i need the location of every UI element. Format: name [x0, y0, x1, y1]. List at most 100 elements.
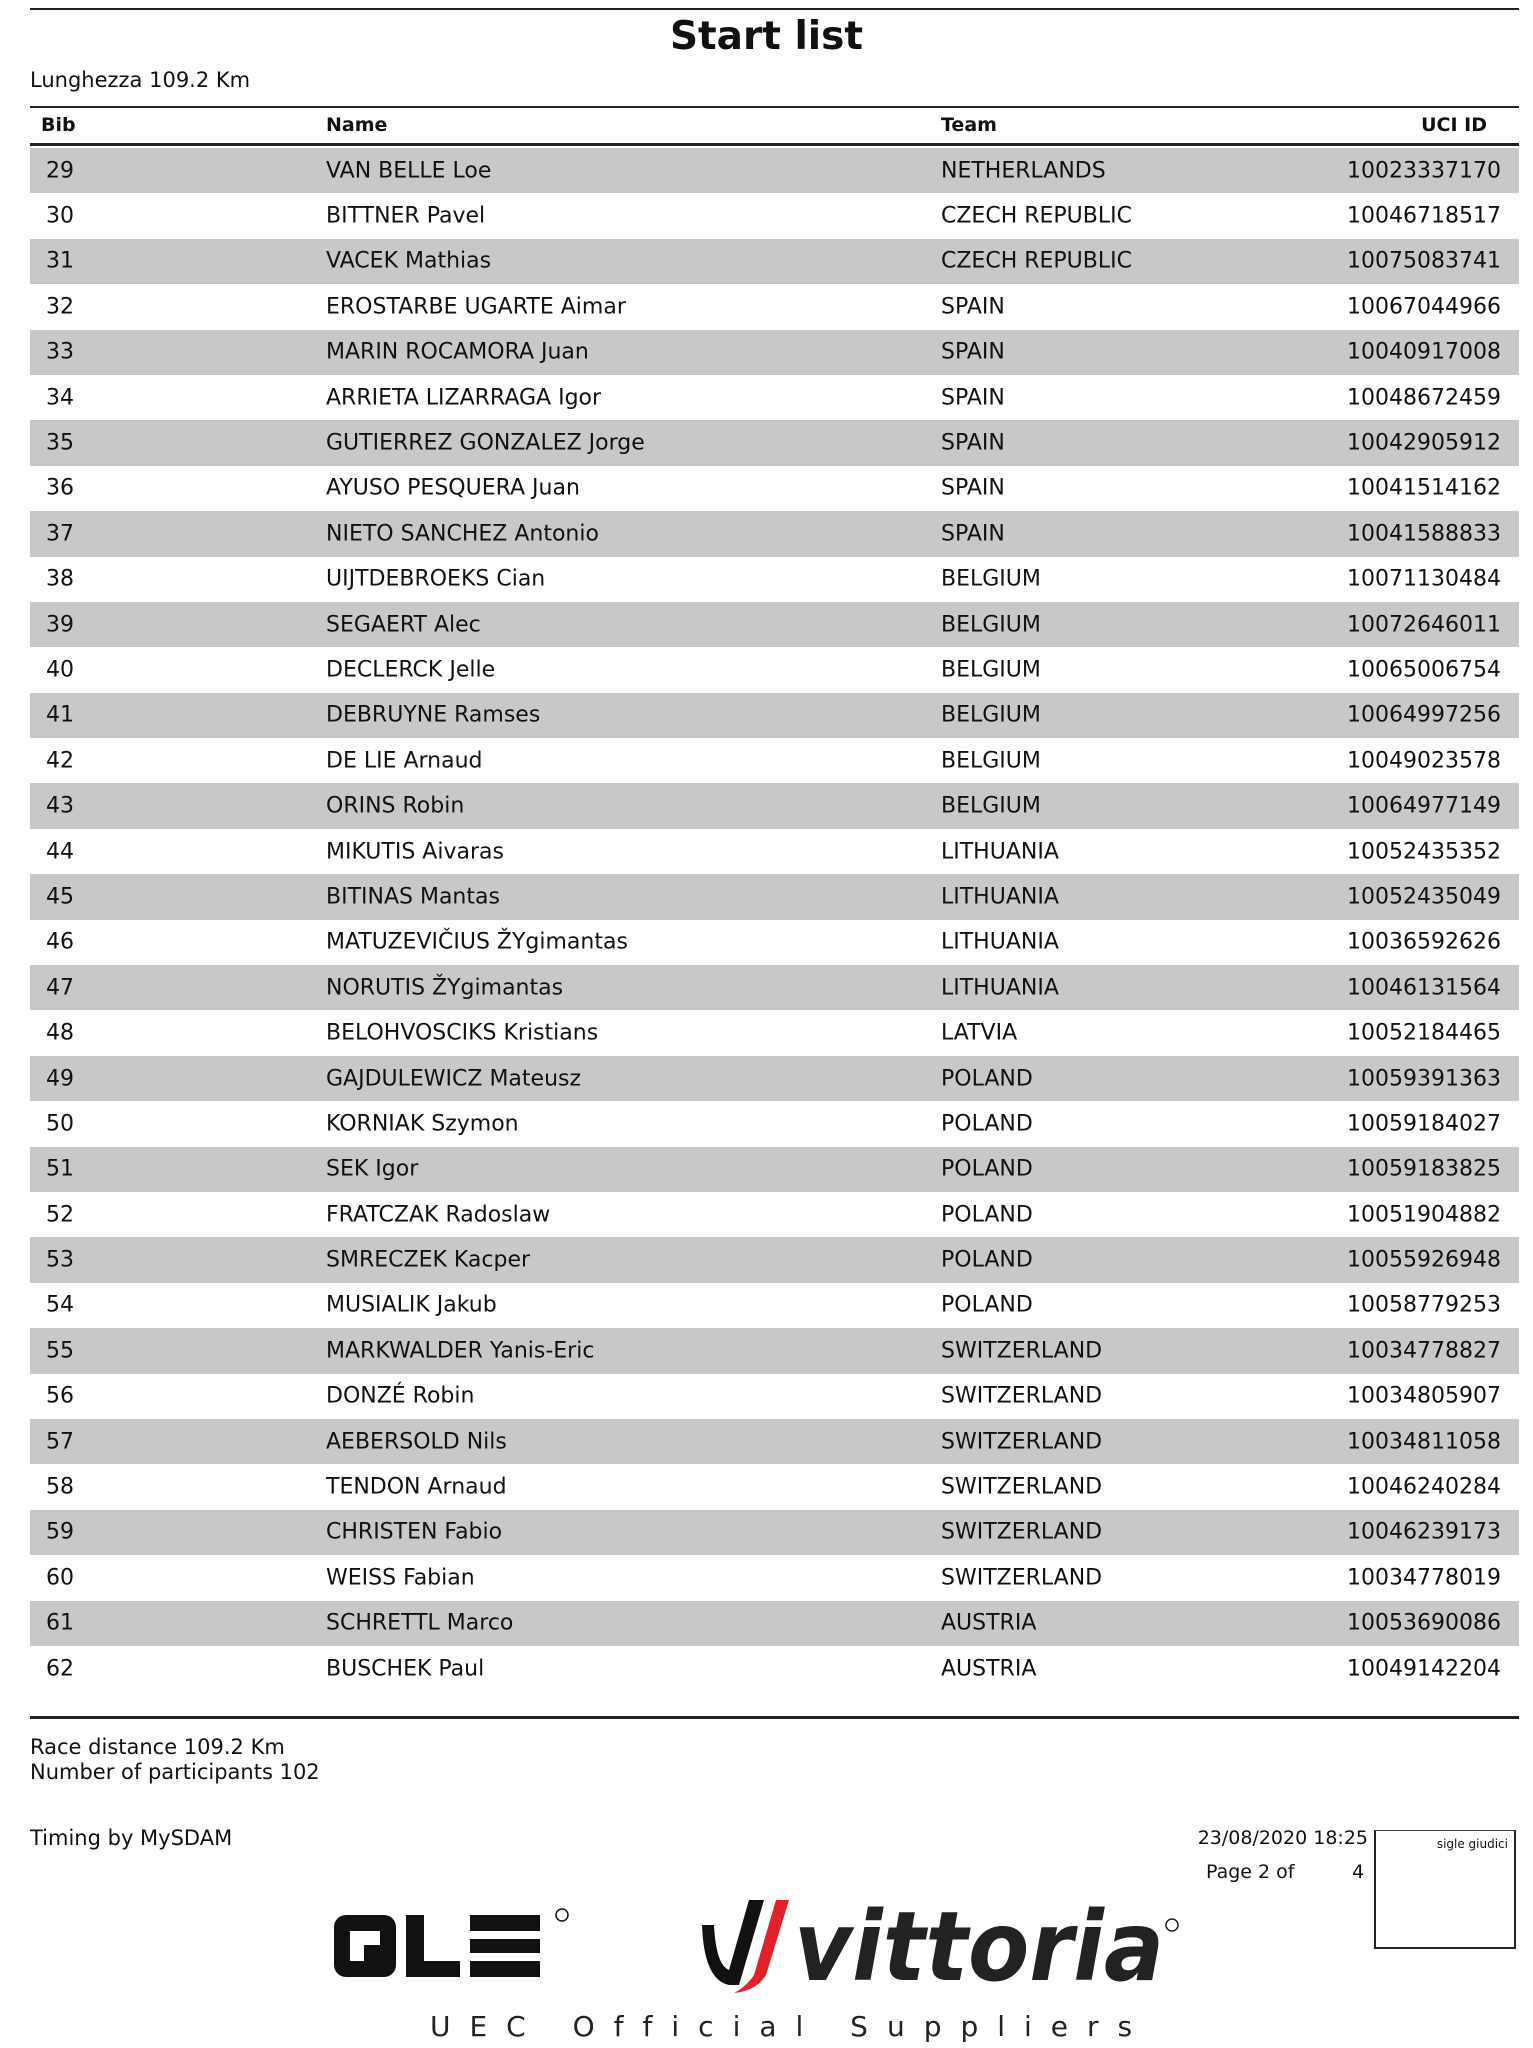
rider-team: AUSTRIA [941, 1656, 1037, 1682]
rider-team: POLAND [941, 1111, 1033, 1137]
table-row: 60 WEISS Fabian SWITZERLAND 10034778019 [30, 1555, 1519, 1600]
rider-bib: 58 [46, 1474, 74, 1500]
rider-name: MATUZEVIČIUS ŽYgimantas [326, 929, 628, 955]
rider-uci-id: 10052184465 [1347, 1020, 1501, 1046]
rider-team: POLAND [941, 1156, 1033, 1182]
rider-name: AEBERSOLD Nils [326, 1429, 507, 1455]
rider-uci-id: 10059184027 [1347, 1111, 1501, 1137]
timing-credit: Timing by MySDAM [30, 1826, 233, 1850]
rider-team: LITHUANIA [941, 884, 1059, 910]
race-length: Lunghezza 109.2 Km [30, 68, 251, 92]
rider-uci-id: 10046239173 [1347, 1519, 1501, 1545]
rider-name: BELOHVOSCIKS Kristians [326, 1020, 599, 1046]
rider-team: SWITZERLAND [941, 1338, 1103, 1364]
rider-bib: 57 [46, 1429, 74, 1455]
rider-uci-id: 10072646011 [1347, 612, 1501, 638]
rider-uci-id: 10064997256 [1347, 702, 1501, 728]
rider-bib: 42 [46, 748, 74, 774]
rider-uci-id: 10053690086 [1347, 1610, 1501, 1636]
rider-name: DECLERCK Jelle [326, 657, 496, 683]
rider-uci-id: 10071130484 [1347, 566, 1501, 592]
rider-bib: 35 [46, 430, 74, 456]
table-bottom-rule [30, 1716, 1519, 1719]
rider-bib: 39 [46, 612, 74, 638]
rider-uci-id: 10049142204 [1347, 1656, 1501, 1682]
rider-name: FRATCZAK Radoslaw [326, 1202, 551, 1228]
table-row: 29 VAN BELLE Loe NETHERLANDS 10023337170 [30, 148, 1519, 194]
rider-bib: 31 [46, 248, 74, 274]
rider-name: MARIN ROCAMORA Juan [326, 339, 589, 365]
rider-team: LATVIA [941, 1020, 1018, 1046]
rider-uci-id: 10075083741 [1347, 248, 1501, 274]
column-header-name: Name [326, 114, 388, 136]
rider-uci-id: 10034811058 [1347, 1429, 1501, 1455]
rider-name: BUSCHEK Paul [326, 1656, 485, 1682]
rider-name: UIJTDEBROEKS Cian [326, 566, 546, 592]
rider-uci-id: 10059183825 [1347, 1156, 1501, 1182]
column-header-uci-id: UCI ID [1421, 114, 1487, 136]
rider-name: NIETO SANCHEZ Antonio [326, 521, 599, 547]
rider-team: POLAND [941, 1247, 1033, 1273]
rider-bib: 60 [46, 1565, 74, 1591]
rider-uci-id: 10036592626 [1347, 929, 1501, 955]
rider-bib: 56 [46, 1383, 74, 1409]
rider-uci-id: 10064977149 [1347, 793, 1501, 819]
rider-uci-id: 10042905912 [1347, 430, 1501, 456]
rider-team: BELGIUM [941, 793, 1041, 819]
rider-name: MUSIALIK Jakub [326, 1292, 497, 1318]
rider-name: SEK Igor [326, 1156, 419, 1182]
ale-logo [334, 1908, 569, 1977]
rider-name: SCHRETTL Marco [326, 1610, 514, 1636]
official-suppliers-caption: UEC Official Suppliers [430, 2010, 1152, 2043]
rider-bib: 51 [46, 1156, 74, 1182]
rider-bib: 61 [46, 1610, 74, 1636]
rider-name: GAJDULEWICZ Mateusz [326, 1066, 582, 1091]
rider-team: SPAIN [941, 294, 1005, 320]
table-row: 30 BITTNER Pavel CZECH REPUBLIC 10046718517 [30, 193, 1519, 238]
rider-name: TENDON Arnaud [326, 1474, 507, 1500]
rider-team: NETHERLANDS [941, 158, 1106, 184]
rider-team: SPAIN [941, 521, 1005, 547]
rider-name: VAN BELLE Loe [326, 158, 492, 184]
rider-team: SWITZERLAND [941, 1383, 1103, 1409]
page-label: Page 2 of [1206, 1861, 1295, 1883]
rider-bib: 32 [46, 294, 74, 320]
rider-team: SWITZERLAND [941, 1474, 1103, 1500]
rider-name: GUTIERREZ GONZALEZ Jorge [326, 430, 645, 456]
rider-uci-id: 10034805907 [1347, 1383, 1501, 1409]
rider-uci-id: 10067044966 [1347, 294, 1501, 320]
rider-bib: 38 [46, 566, 74, 592]
rider-bib: 55 [46, 1338, 74, 1364]
rider-bib: 29 [46, 158, 74, 184]
rider-bib: 47 [46, 975, 74, 1001]
table-row: 61 SCHRETTL Marco AUSTRIA 10053690086 [30, 1600, 1519, 1646]
print-datetime: 23/08/2020 18:25 [1197, 1827, 1368, 1849]
table-row: 33 MARIN ROCAMORA Juan SPAIN 10040917008 [30, 329, 1519, 375]
start-list-table: 29 VAN BELLE Loe NETHERLANDS 10023337170 30 B… [30, 148, 1519, 1691]
rider-bib: 40 [46, 657, 74, 683]
rider-bib: 45 [46, 884, 74, 910]
table-row: 58 TENDON Arnaud SWITZERLAND 10046240284 [30, 1464, 1519, 1509]
rider-name: ORINS Robin [326, 793, 465, 819]
rider-uci-id: 10051904882 [1347, 1202, 1501, 1228]
table-row: 56 DONZÉ Robin SWITZERLAND 10034805907 [30, 1374, 1519, 1419]
table-row: 37 NIETO SANCHEZ Antonio SPAIN 10041588833 [30, 511, 1519, 557]
rider-uci-id: 10046240284 [1347, 1474, 1501, 1500]
rider-uci-id: 10052435352 [1347, 839, 1501, 865]
table-row: 54 MUSIALIK Jakub POLAND 10058779253 [30, 1283, 1519, 1328]
rider-team: POLAND [941, 1066, 1033, 1091]
rider-uci-id: 10041514162 [1347, 475, 1501, 501]
rider-uci-id: 10052435049 [1347, 884, 1501, 910]
table-row: 55 MARKWALDER Yanis-Eric SWITZERLAND 100347… [30, 1328, 1519, 1374]
rider-bib: 54 [46, 1292, 74, 1318]
rider-name: KORNIAK Szymon [326, 1111, 519, 1137]
rider-bib: 37 [46, 521, 74, 547]
rider-uci-id: 10048672459 [1347, 385, 1501, 411]
rider-uci-id: 10055926948 [1347, 1247, 1501, 1273]
table-row: 44 MIKUTIS Aivaras LITHUANIA 10052435352 [30, 829, 1519, 874]
table-row: 36 AYUSO PESQUERA Juan SPAIN 10041514162 [30, 466, 1519, 511]
rider-bib: 36 [46, 475, 74, 501]
rider-team: BELGIUM [941, 612, 1041, 638]
rider-team: SWITZERLAND [941, 1429, 1103, 1455]
rider-team: SPAIN [941, 339, 1005, 365]
